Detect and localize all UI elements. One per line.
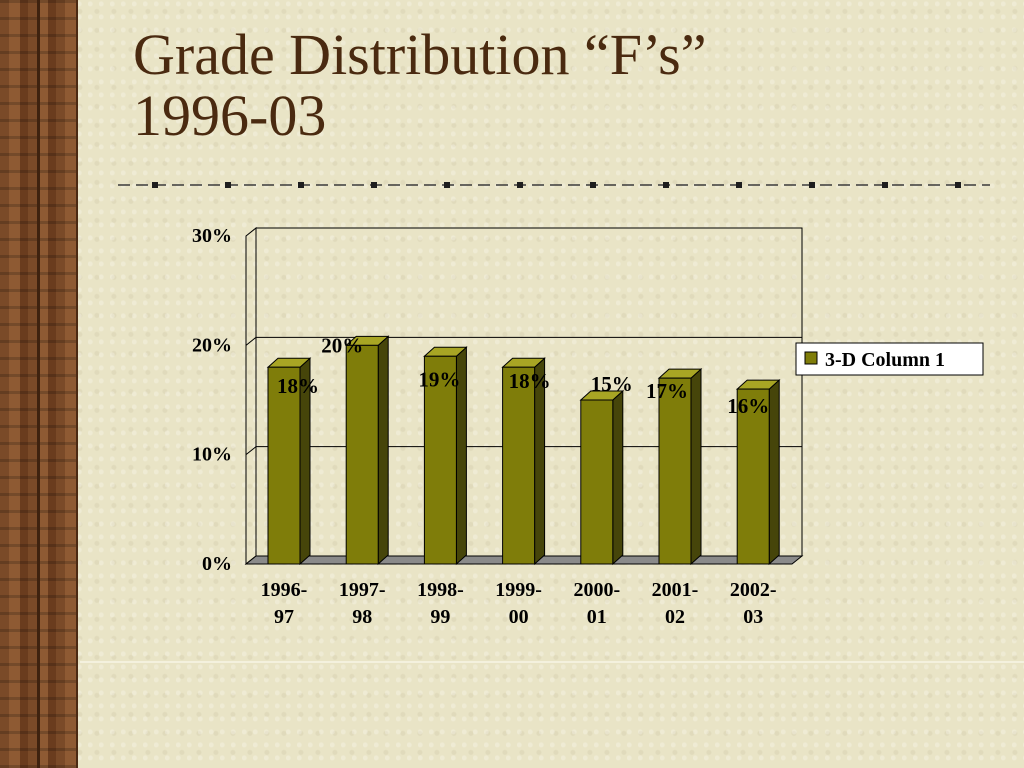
bar-front xyxy=(658,377,692,565)
bar-front xyxy=(423,355,457,565)
divider-dot xyxy=(298,182,304,188)
bar-side xyxy=(690,368,702,566)
y-tick-label: 0% xyxy=(202,553,232,575)
title-divider xyxy=(118,182,990,188)
divider-dot xyxy=(882,182,888,188)
data-label: 18% xyxy=(277,374,319,398)
divider-dot xyxy=(152,182,158,188)
y-tick-label: 30% xyxy=(192,225,232,247)
gridline-side xyxy=(245,446,257,456)
x-tick-label: 1998- xyxy=(417,579,464,601)
x-tick-label: 03 xyxy=(743,606,763,628)
bar xyxy=(266,357,312,566)
divider-dot xyxy=(663,182,669,188)
wood-bar-seam xyxy=(37,0,40,768)
bar-front xyxy=(267,366,301,565)
slide-title: Grade Distribution “F’s” 1996-03 xyxy=(133,24,706,146)
slide-title-line-2: 1996-03 xyxy=(133,83,327,148)
plot-side-wall xyxy=(245,226,257,566)
x-tick-label: 02 xyxy=(665,606,685,628)
bar-front xyxy=(736,388,770,565)
divider-dot xyxy=(225,182,231,188)
x-tick-label: 2000- xyxy=(573,579,620,601)
x-tick-label: 1999- xyxy=(495,579,542,601)
divider-dot xyxy=(590,182,596,188)
data-label: 18% xyxy=(509,369,551,393)
x-tick-label: 1996- xyxy=(261,579,308,601)
wood-bar-edge xyxy=(76,0,78,768)
x-tick-label: 01 xyxy=(587,606,607,628)
divider-dot xyxy=(955,182,961,188)
y-tick-label: 10% xyxy=(192,444,232,466)
grade-distribution-chart: 0% 10% 20% 30% 18% 1996- 97 20% 1997- 98 19% 1998- 9… xyxy=(192,225,984,628)
bar xyxy=(423,346,468,566)
gridline-side xyxy=(245,336,257,346)
x-tick-label: 2002- xyxy=(730,579,777,601)
x-tick-label: 00 xyxy=(509,606,529,628)
divider-dot xyxy=(444,182,450,188)
bar xyxy=(579,389,625,566)
bar-front xyxy=(502,366,536,565)
slide-title-line-1: Grade Distribution “F’s” xyxy=(133,22,707,87)
data-label: 20% xyxy=(321,333,363,357)
x-tick-label: 98 xyxy=(352,606,372,628)
bar xyxy=(344,335,390,566)
divider-dot xyxy=(371,182,377,188)
bar-front xyxy=(345,344,379,565)
x-tick-label: 97 xyxy=(274,606,294,628)
bar xyxy=(735,378,781,566)
legend: 3-D Column 1 xyxy=(795,342,984,376)
data-label: 15% xyxy=(591,372,633,396)
bar-front xyxy=(580,399,614,565)
bar-side xyxy=(768,378,780,566)
bar-side xyxy=(612,389,624,566)
divider-dot xyxy=(809,182,815,188)
y-tick-label: 20% xyxy=(192,334,232,356)
legend-label: 3-D Column 1 xyxy=(825,349,945,371)
legend-box xyxy=(795,342,984,376)
bar xyxy=(501,357,546,566)
bar-side xyxy=(377,335,389,566)
data-label: 17% xyxy=(646,379,688,403)
data-label: 16% xyxy=(727,394,769,418)
x-tick-label: 99 xyxy=(430,606,450,628)
legend-swatch xyxy=(804,351,818,365)
x-tick-label: 2001- xyxy=(652,579,699,601)
footer-rule xyxy=(80,661,1024,663)
data-label: 19% xyxy=(418,367,460,391)
bar xyxy=(657,368,703,566)
divider-dot xyxy=(517,182,523,188)
divider-dot xyxy=(736,182,742,188)
x-tick-label: 1997- xyxy=(339,579,386,601)
